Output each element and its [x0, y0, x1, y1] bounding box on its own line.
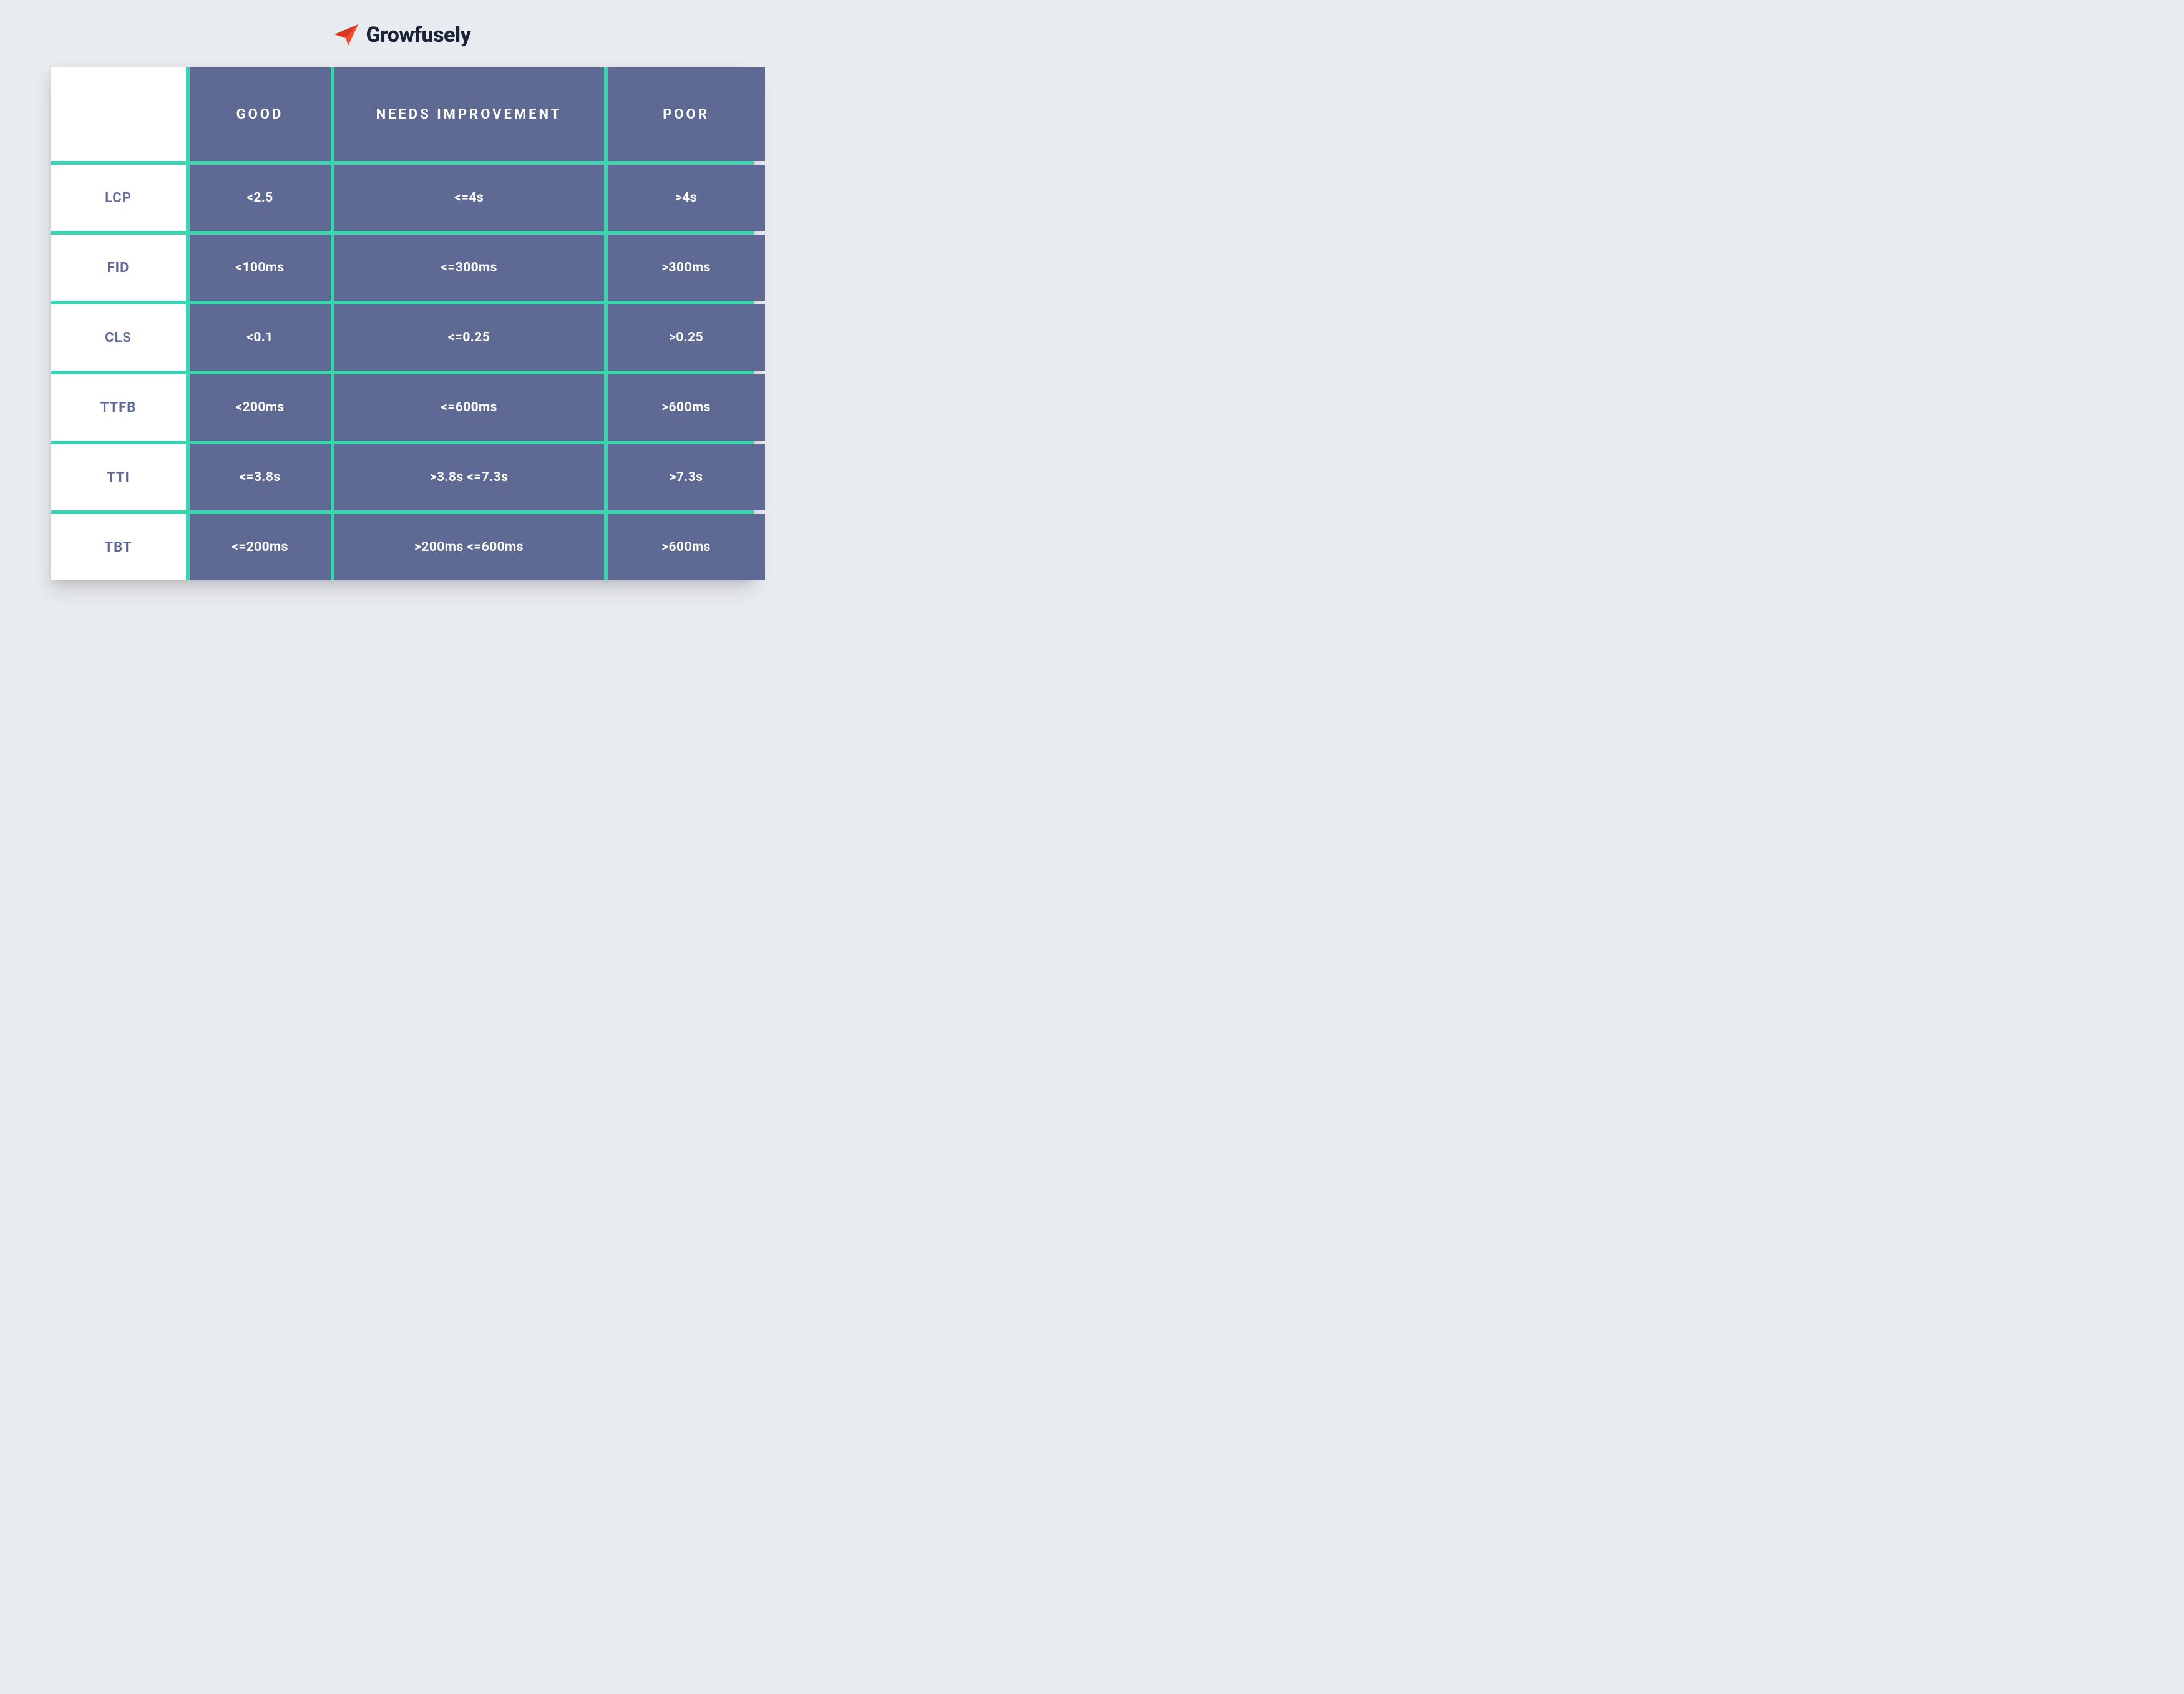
column-header: POOR [608, 67, 765, 161]
table-cell: >7.3s [608, 444, 765, 510]
brand-name: Growfusely [366, 22, 470, 47]
table-cell: >300ms [608, 235, 765, 301]
table-cell: >0.25 [608, 304, 765, 371]
row-label: TBT [51, 514, 186, 580]
table-cell: >3.8s <=7.3s [334, 444, 604, 510]
row-label: FID [51, 235, 186, 301]
column-header: NEEDS IMPROVEMENT [334, 67, 604, 161]
table-cell: >600ms [608, 374, 765, 441]
table-cell: <=600ms [334, 374, 604, 441]
table-cell: >600ms [608, 514, 765, 580]
table-cell: <=300ms [334, 235, 604, 301]
table-cell: <=200ms [190, 514, 331, 580]
row-label: TTI [51, 444, 186, 510]
row-label: TTFB [51, 374, 186, 441]
table-cell: <0.1 [190, 304, 331, 371]
table-cell: <2.5 [190, 165, 331, 231]
brand-logo: Growfusely [333, 22, 470, 47]
header-blank [51, 67, 186, 161]
metrics-table: GOODNEEDS IMPROVEMENTPOORLCP<2.5<=4s>4sF… [51, 67, 754, 580]
table-cell: <=3.8s [190, 444, 331, 510]
column-header: GOOD [190, 67, 331, 161]
row-label: LCP [51, 165, 186, 231]
table-cell: <200ms [190, 374, 331, 441]
table-cell: <100ms [190, 235, 331, 301]
table-cell: >200ms <=600ms [334, 514, 604, 580]
paper-plane-icon [333, 23, 359, 47]
row-label: CLS [51, 304, 186, 371]
page-root: Growfusely GOODNEEDS IMPROVEMENTPOORLCP<… [0, 0, 804, 624]
table-cell: >4s [608, 165, 765, 231]
table-cell: <=0.25 [334, 304, 604, 371]
table-cell: <=4s [334, 165, 604, 231]
